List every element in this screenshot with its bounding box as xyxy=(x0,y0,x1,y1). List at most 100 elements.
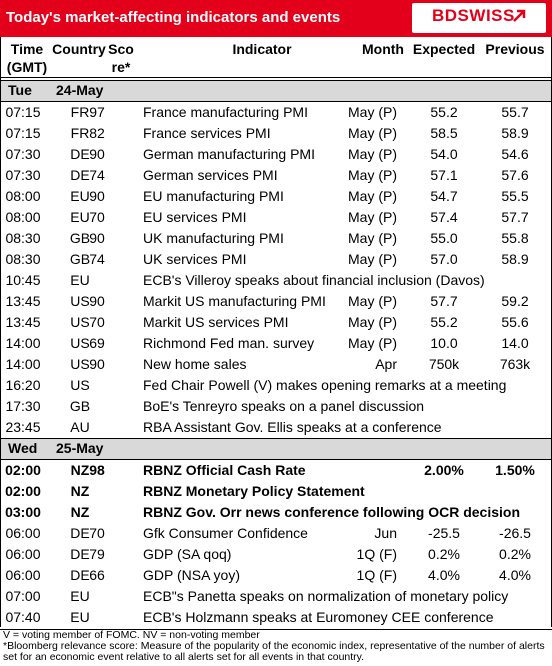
column-header: Expected xyxy=(412,41,476,57)
logo-arrow xyxy=(513,9,526,22)
table-cell: 54.0 xyxy=(430,146,458,162)
table-cell: 750k xyxy=(428,356,460,372)
table-cell: German services PMI xyxy=(143,167,278,183)
table-cell: NZ xyxy=(70,504,90,520)
table-cell: 02:00 xyxy=(5,462,41,478)
table-cell: 90 xyxy=(89,230,105,246)
table-cell: 90 xyxy=(89,188,105,204)
table-cell: 57.1 xyxy=(430,167,458,183)
table-cell: 08:30 xyxy=(5,230,41,246)
column-header: Time xyxy=(10,41,44,57)
table-cell: Apr xyxy=(375,356,397,372)
table-cell: 82 xyxy=(89,125,105,141)
table-cell: US xyxy=(70,377,90,393)
table-cell: ECB"s Panetta speaks on normalization of… xyxy=(143,588,509,604)
table-cell: 07:30 xyxy=(5,146,41,162)
table-cell: 08:00 xyxy=(5,188,41,204)
table-cell: 763k xyxy=(499,356,531,372)
table-cell: ECB's Villeroy speaks about financial in… xyxy=(143,272,485,288)
table-cell: 58.5 xyxy=(430,125,458,141)
table-cell: EU manufacturing PMI xyxy=(143,188,284,204)
table-cell: GDP (NSA yoy) xyxy=(143,567,240,583)
table-cell: May (P) xyxy=(348,167,397,183)
table-cell: Gfk Consumer Confidence xyxy=(143,525,308,541)
table-cell: 08:00 xyxy=(5,209,41,225)
header-rule xyxy=(0,77,552,78)
table-cell: 0.2% xyxy=(499,546,531,562)
table-cell: 57.7 xyxy=(430,293,458,309)
table-cell: 55.8 xyxy=(501,230,529,246)
column-header: Previous xyxy=(485,41,545,57)
table-cell: ECB's Holzmann speaks at Euromoney CEE c… xyxy=(143,609,494,625)
table-cell: US xyxy=(70,293,90,309)
section-date: 25-May xyxy=(56,440,104,456)
column-header: Indicator xyxy=(232,41,292,57)
table-cell: AU xyxy=(70,419,90,435)
table-cell: 08:30 xyxy=(5,251,41,267)
column-header: re* xyxy=(111,59,131,75)
column-header: Month xyxy=(362,41,404,57)
table-cell: 98 xyxy=(89,462,105,478)
table-cell: New home sales xyxy=(143,356,247,372)
table-cell: DE xyxy=(70,146,90,162)
table-cell: -25.5 xyxy=(428,525,460,541)
table-cell: May (P) xyxy=(348,125,397,141)
table-cell: DE xyxy=(70,167,90,183)
table-cell: EU xyxy=(70,588,90,604)
table-cell: May (P) xyxy=(348,230,397,246)
table-bottom xyxy=(0,629,552,630)
table-cell: 1Q (F) xyxy=(356,567,397,583)
table-cell: 1Q (F) xyxy=(356,546,397,562)
table-cell: 54.6 xyxy=(501,146,529,162)
table-cell: GB xyxy=(69,230,91,246)
table-cell: 17:30 xyxy=(5,398,41,414)
table-cell: 79 xyxy=(89,546,105,562)
table-cell: US xyxy=(70,356,90,372)
table-cell: 66 xyxy=(89,567,105,583)
logo: BDSWISS xyxy=(432,6,515,25)
column-header: Sco xyxy=(108,41,134,57)
section-rule xyxy=(0,459,552,460)
section-day: Wed xyxy=(8,440,38,456)
table-cell: May (P) xyxy=(348,209,397,225)
table-cell: 4.0% xyxy=(499,567,531,583)
table-cell: Markit US manufacturing PMI xyxy=(143,293,326,309)
footnote: *Bloomberg relevance score: Measure of t… xyxy=(3,640,545,663)
table-cell: BoE's Tenreyro speaks on a panel discuss… xyxy=(143,398,425,414)
table-cell: 90 xyxy=(89,146,105,162)
table-cell: 55.0 xyxy=(430,230,458,246)
table-cell: -26.5 xyxy=(499,525,531,541)
table-cell: 2.00% xyxy=(424,462,464,478)
table-cell: 54.7 xyxy=(430,188,458,204)
table-cell: NZ xyxy=(70,462,90,478)
table-cell: RBNZ Monetary Policy Statement xyxy=(143,483,365,499)
table-cell: EU services PMI xyxy=(143,209,247,225)
table-cell: 07:15 xyxy=(5,104,41,120)
table-cell: UK manufacturing PMI xyxy=(143,230,284,246)
table-cell: Richmond Fed man. survey xyxy=(143,335,315,351)
table-cell: May (P) xyxy=(348,104,397,120)
table-cell: 10.0 xyxy=(430,335,458,351)
table-cell: 90 xyxy=(89,356,105,372)
table-cell: 4.0% xyxy=(428,567,460,583)
column-header: (GMT) xyxy=(6,59,48,75)
table-cell: RBNZ Gov. Orr news conference following … xyxy=(143,504,521,520)
table-cell: 16:20 xyxy=(5,377,41,393)
table-cell: GB xyxy=(69,251,91,267)
table-cell: 74 xyxy=(89,251,105,267)
section-band xyxy=(1,439,551,459)
section-day: Tue xyxy=(8,82,32,98)
table-cell: 55.5 xyxy=(501,188,529,204)
table-cell: RBNZ Official Cash Rate xyxy=(143,462,306,478)
table-cell: 55.2 xyxy=(430,104,458,120)
table-cell: 13:45 xyxy=(5,314,41,330)
table-cell: EU xyxy=(70,188,90,204)
footnote: V = voting member of FOMC. NV = non-voti… xyxy=(3,629,260,641)
table-cell: Markit US services PMI xyxy=(143,314,289,330)
table-cell: German manufacturing PMI xyxy=(143,146,315,162)
table-cell: 55.6 xyxy=(501,314,529,330)
table-cell: 70 xyxy=(89,314,105,330)
table-cell: 59.2 xyxy=(501,293,529,309)
title: Today's market-affecting indicators and … xyxy=(6,9,341,26)
table-cell: FR xyxy=(70,125,90,141)
